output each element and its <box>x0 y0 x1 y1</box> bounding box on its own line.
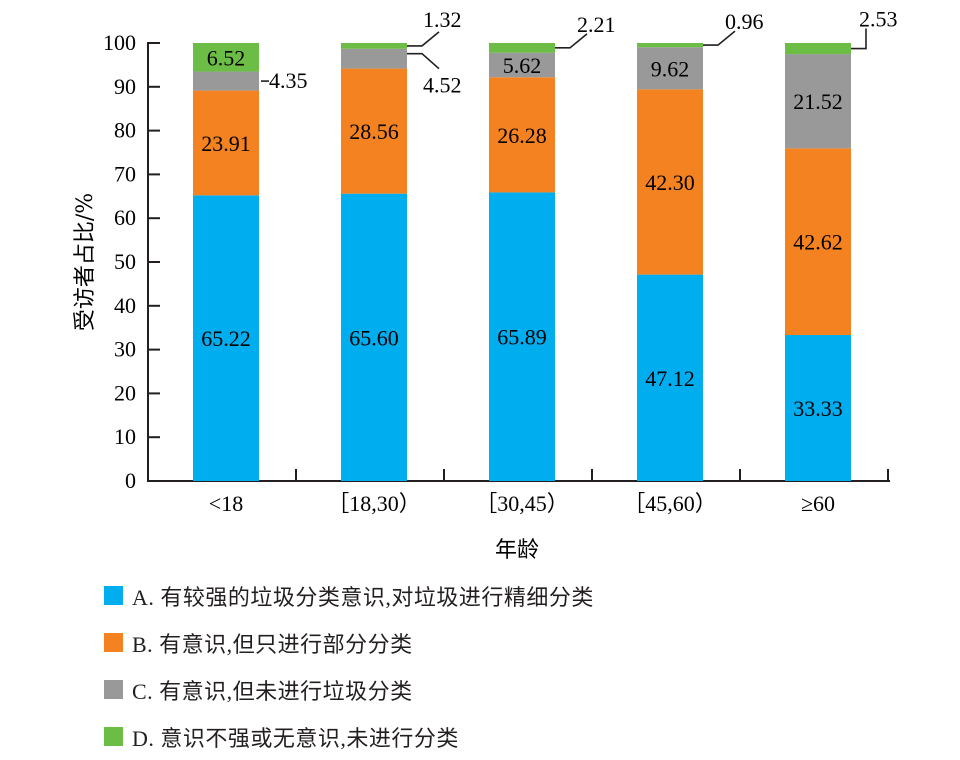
leader-line <box>703 30 736 46</box>
data-label: 6.52 <box>207 45 246 70</box>
data-label: 23.91 <box>201 131 251 156</box>
y-tick-label: 10 <box>114 424 136 449</box>
bar-segment <box>489 43 555 53</box>
bar-segment <box>785 54 851 149</box>
legend-swatch-d <box>104 727 123 746</box>
y-tick-label: 100 <box>103 30 136 55</box>
data-label: 47.12 <box>645 366 695 391</box>
legend-swatch-c <box>104 680 123 699</box>
data-label: 0.96 <box>725 9 764 34</box>
y-tick-label: 80 <box>114 118 136 143</box>
bar-segment <box>489 77 555 193</box>
data-label: 42.30 <box>645 170 695 195</box>
data-label: 26.28 <box>497 123 547 148</box>
leader-line <box>555 33 588 49</box>
data-label: 9.62 <box>651 56 690 81</box>
bar-segment <box>489 192 555 481</box>
legend-item-c: C. 有意识,但未进行垃圾分类 <box>104 666 594 713</box>
y-tick-label: 20 <box>114 380 136 405</box>
data-label: 2.21 <box>577 12 616 37</box>
y-tick-label: 60 <box>114 205 136 230</box>
y-tick-label: 40 <box>114 293 136 318</box>
y-axis: 0 10 20 30 40 50 60 70 80 90 100 <box>103 30 160 493</box>
legend-label-d: D. 意识不强或无意识,未进行分类 <box>132 725 459 751</box>
legend-item-d: D. 意识不强或无意识,未进行分类 <box>104 713 594 760</box>
x-axis-title: 年龄 <box>495 538 539 563</box>
leader-lines <box>261 28 867 82</box>
x-tick-label: ≥60 <box>801 491 835 516</box>
legend: A. 有较强的垃圾分类意识,对垃圾进行精细分类 B. 有意识,但只进行部分分类 … <box>104 572 594 760</box>
bar-segment <box>193 90 259 196</box>
bar-segment <box>341 68 407 194</box>
data-label: 28.56 <box>349 119 399 144</box>
bars <box>193 43 851 481</box>
leader-line <box>851 28 867 50</box>
x-tick-label: ［18,30） <box>327 491 421 516</box>
data-labels: 65.22 23.91 6.52 65.60 28.56 65.89 26.28 5.62 47… <box>201 7 897 421</box>
x-axis: <18 ［18,30） ［30,45） ［45,60） ≥60 <box>148 469 890 516</box>
bar-segment <box>785 335 851 481</box>
data-label: 65.22 <box>201 326 251 351</box>
data-label: 5.62 <box>503 53 542 78</box>
bar-segment <box>341 48 407 69</box>
x-tick-label: ［45,60） <box>623 491 717 516</box>
bar-segment <box>193 195 259 481</box>
bar-segment <box>193 71 259 91</box>
x-tick-label: <18 <box>209 491 243 516</box>
leader-line <box>407 52 440 70</box>
bar-segment <box>341 43 407 49</box>
legend-label-c: C. 有意识,但未进行垃圾分类 <box>132 678 413 704</box>
stacked-bar-chart: 0 10 20 30 40 50 60 70 80 90 100 <18 ［18,30） ［30,45）… <box>73 7 898 563</box>
data-label: 42.62 <box>793 230 843 255</box>
y-tick-label: 50 <box>114 249 136 274</box>
y-tick-label: 90 <box>114 74 136 99</box>
bar-segment <box>785 43 851 55</box>
data-label: 4.35 <box>269 68 308 93</box>
bar-segment <box>193 43 259 72</box>
data-label: 4.52 <box>423 73 462 98</box>
data-label: 33.33 <box>793 396 843 421</box>
data-label: 65.89 <box>497 325 547 350</box>
legend-item-b: B. 有意识,但只进行部分分类 <box>104 619 594 666</box>
legend-item-a: A. 有较强的垃圾分类意识,对垃圾进行精细分类 <box>104 572 594 619</box>
data-label: 65.60 <box>349 325 399 350</box>
x-tick-label: ［30,45） <box>475 491 569 516</box>
legend-label-a: A. 有较强的垃圾分类意识,对垃圾进行精细分类 <box>132 584 594 610</box>
bar-segment <box>637 89 703 275</box>
y-tick-label: 0 <box>125 468 136 493</box>
bar-segment <box>637 274 703 481</box>
leader-line <box>407 31 440 47</box>
y-tick-label: 70 <box>114 161 136 186</box>
data-label: 1.32 <box>423 7 462 32</box>
bar-segment <box>489 52 555 78</box>
y-axis-title: 受访者占比/% <box>73 193 98 331</box>
bar-segment <box>785 148 851 336</box>
data-label: 21.52 <box>793 89 843 114</box>
legend-swatch-a <box>104 586 123 605</box>
legend-swatch-b <box>104 633 123 652</box>
legend-label-b: B. 有意识,但只进行部分分类 <box>132 631 413 657</box>
bar-segment <box>341 193 407 481</box>
bar-segment <box>637 47 703 90</box>
y-tick-label: 30 <box>114 337 136 362</box>
data-label: 2.53 <box>859 7 898 32</box>
bar-segment <box>637 43 703 48</box>
